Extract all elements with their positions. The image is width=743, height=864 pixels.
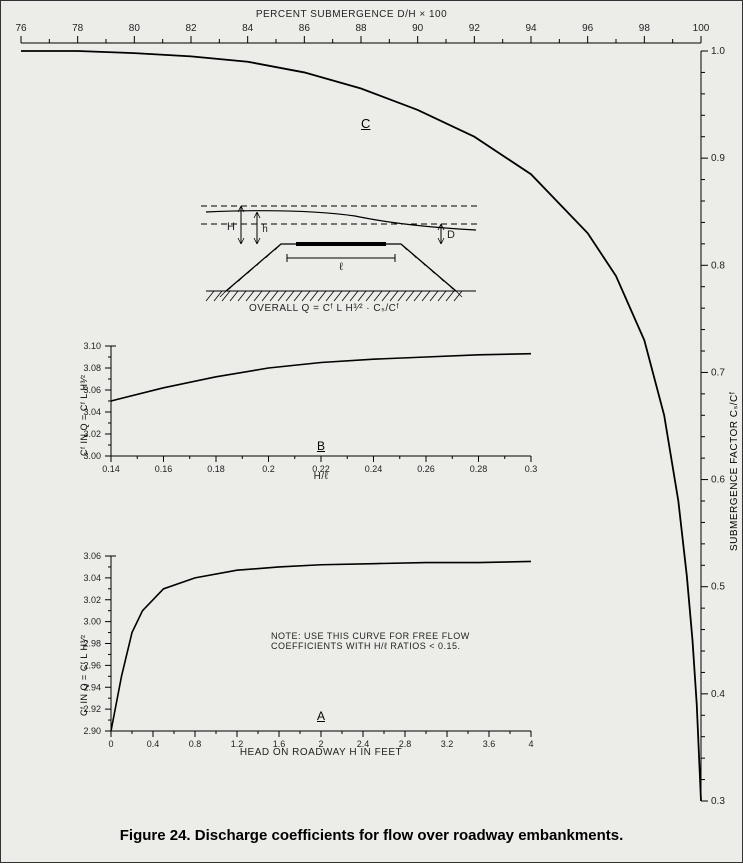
right-axis-title: SUBMERGENCE FACTOR Cₛ/Cᶠ	[729, 311, 740, 551]
svg-text:3.10: 3.10	[83, 341, 101, 351]
svg-text:90: 90	[412, 23, 424, 34]
svg-text:0.3: 0.3	[711, 796, 725, 807]
svg-text:100: 100	[693, 23, 710, 34]
svg-text:0.9: 0.9	[711, 153, 725, 164]
svg-text:ℓ: ℓ	[339, 261, 343, 273]
svg-text:2.90: 2.90	[83, 726, 101, 736]
chartB-xlabel: H/ℓ	[111, 471, 531, 482]
svg-text:86: 86	[299, 23, 311, 34]
chartB-ylabel: Cᶠ IN Q = Cᶠ L H³⁄²	[79, 356, 89, 456]
chartA-ylabel: Cᶠ IN Q = Cᶠ L H³⁄²	[79, 586, 89, 716]
svg-text:H: H	[227, 221, 235, 233]
svg-text:0.8: 0.8	[711, 260, 725, 271]
svg-text:3.04: 3.04	[83, 573, 101, 583]
svg-text:94: 94	[525, 23, 537, 34]
curveC-label: C	[361, 116, 370, 131]
embankment-equation: OVERALL Q = Cᶠ L H³⁄² · Cₛ/Cᶠ	[249, 303, 399, 314]
svg-text:0.6: 0.6	[711, 475, 725, 486]
svg-text:96: 96	[582, 23, 594, 34]
svg-text:0.4: 0.4	[711, 689, 725, 700]
top-axis-title: PERCENT SUBMERGENCE D/H × 100	[1, 9, 702, 20]
svg-text:82: 82	[185, 23, 197, 34]
svg-text:3.06: 3.06	[83, 551, 101, 561]
svg-text:88: 88	[355, 23, 367, 34]
svg-text:0.5: 0.5	[711, 582, 725, 593]
svg-text:76: 76	[15, 23, 27, 34]
figure-caption: Figure 24. Discharge coefficients for fl…	[1, 827, 742, 844]
chartB-label: B	[317, 439, 325, 453]
svg-text:98: 98	[639, 23, 651, 34]
svg-text:0.7: 0.7	[711, 367, 725, 378]
svg-text:92: 92	[469, 23, 481, 34]
svg-text:1.0: 1.0	[711, 46, 725, 57]
svg-text:84: 84	[242, 23, 254, 34]
chartA-label: A	[317, 709, 325, 723]
svg-text:D: D	[447, 229, 455, 241]
chartA-note: NOTE: USE THIS CURVE FOR FREE FLOW COEFF…	[271, 631, 531, 651]
svg-text:78: 78	[72, 23, 84, 34]
svg-text:h: h	[262, 224, 268, 235]
chartA-xlabel: HEAD ON ROADWAY H IN FEET	[111, 747, 531, 758]
svg-text:80: 80	[129, 23, 141, 34]
